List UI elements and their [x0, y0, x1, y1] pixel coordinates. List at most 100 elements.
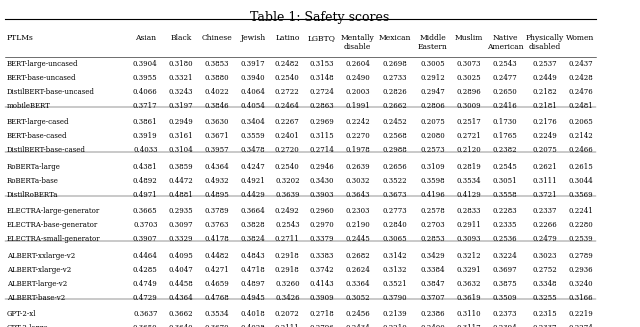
Text: 0.2190: 0.2190: [346, 221, 370, 229]
Text: Muslim: Muslim: [454, 34, 483, 42]
Text: 0.3521: 0.3521: [383, 280, 407, 288]
Text: 0.2479: 0.2479: [532, 235, 557, 243]
Text: 0.2911: 0.2911: [456, 221, 481, 229]
Text: 0.3109: 0.3109: [420, 163, 445, 171]
Text: 0.2434: 0.2434: [346, 324, 370, 327]
Text: 0.3104: 0.3104: [169, 146, 193, 154]
Text: 0.3790: 0.3790: [383, 294, 407, 302]
Text: 0.3166: 0.3166: [568, 294, 593, 302]
Text: 0.2826: 0.2826: [383, 88, 407, 96]
Text: 0.3697: 0.3697: [493, 266, 517, 274]
Text: 0.2337: 0.2337: [532, 207, 557, 215]
Text: Native
American: Native American: [486, 34, 524, 51]
Text: 0.2918: 0.2918: [275, 252, 300, 260]
Text: 0.2394: 0.2394: [493, 324, 517, 327]
Text: 0.3534: 0.3534: [205, 310, 229, 318]
Text: 0.3903: 0.3903: [310, 191, 334, 199]
Text: 0.2139: 0.2139: [383, 310, 407, 318]
Text: 0.2863: 0.2863: [310, 102, 334, 110]
Text: 0.2337: 0.2337: [532, 324, 557, 327]
Text: 0.2335: 0.2335: [493, 221, 517, 229]
Text: 0.3721: 0.3721: [532, 191, 557, 199]
Text: 0.2949: 0.2949: [169, 118, 193, 126]
Text: 0.4033: 0.4033: [133, 146, 157, 154]
Text: 0.3861: 0.3861: [133, 118, 157, 126]
Text: 0.4429: 0.4429: [241, 191, 265, 199]
Text: 0.3637: 0.3637: [133, 310, 157, 318]
Text: ELECTRA-small-generator: ELECTRA-small-generator: [7, 235, 100, 243]
Text: BERT-base-cased: BERT-base-cased: [7, 132, 68, 140]
Text: Table 1: Safety scores: Table 1: Safety scores: [250, 11, 390, 25]
Text: 0.2833: 0.2833: [456, 207, 481, 215]
Text: 0.3640: 0.3640: [169, 324, 193, 327]
Text: 0.4932: 0.4932: [205, 177, 229, 185]
Text: 0.4892: 0.4892: [133, 177, 157, 185]
Text: 0.2819: 0.2819: [456, 163, 481, 171]
Text: 0.3558: 0.3558: [493, 191, 517, 199]
Text: 0.4729: 0.4729: [133, 294, 157, 302]
Text: 0.3598: 0.3598: [420, 177, 445, 185]
Text: 0.2075: 0.2075: [532, 146, 557, 154]
Text: 0.2662: 0.2662: [383, 102, 407, 110]
Text: 0.3115: 0.3115: [310, 132, 334, 140]
Text: 0.2373: 0.2373: [493, 310, 517, 318]
Text: 0.2176: 0.2176: [532, 118, 557, 126]
Text: 0.3212: 0.3212: [456, 252, 481, 260]
Text: 0.4271: 0.4271: [205, 266, 229, 274]
Text: 0.2615: 0.2615: [568, 163, 593, 171]
Text: 0.2386: 0.2386: [420, 310, 445, 318]
Text: 0.2401: 0.2401: [275, 132, 300, 140]
Text: 0.2315: 0.2315: [532, 310, 557, 318]
Text: 0.2464: 0.2464: [275, 102, 300, 110]
Text: Asian: Asian: [134, 34, 156, 42]
Text: 0.1978: 0.1978: [346, 146, 370, 154]
Text: 0.3509: 0.3509: [493, 294, 517, 302]
Text: RoBERTa-base: RoBERTa-base: [7, 177, 59, 185]
Text: 0.2935: 0.2935: [169, 207, 193, 215]
Text: ALBERT-large-v2: ALBERT-large-v2: [7, 280, 67, 288]
Text: 0.2537: 0.2537: [532, 60, 557, 68]
Text: 0.3919: 0.3919: [133, 132, 157, 140]
Text: 0.3117: 0.3117: [456, 324, 481, 327]
Text: 0.2517: 0.2517: [456, 118, 481, 126]
Text: 0.3763: 0.3763: [205, 221, 229, 229]
Text: 0.3670: 0.3670: [205, 324, 229, 327]
Text: 0.2065: 0.2065: [568, 118, 593, 126]
Text: 0.2639: 0.2639: [346, 163, 370, 171]
Text: Mentally
disable: Mentally disable: [341, 34, 374, 51]
Text: 0.4095: 0.4095: [169, 252, 193, 260]
Text: ELECTRA-base-generator: ELECTRA-base-generator: [7, 221, 99, 229]
Text: 0.2682: 0.2682: [346, 252, 370, 260]
Text: 0.4458: 0.4458: [169, 280, 193, 288]
Text: 0.3619: 0.3619: [456, 294, 481, 302]
Text: 0.2120: 0.2120: [456, 146, 481, 154]
Text: 0.3051: 0.3051: [493, 177, 517, 185]
Text: 0.3329: 0.3329: [169, 235, 193, 243]
Text: 0.3824: 0.3824: [241, 235, 265, 243]
Text: 0.3025: 0.3025: [456, 74, 481, 82]
Text: 0.2416: 0.2416: [493, 102, 517, 110]
Text: 0.2604: 0.2604: [346, 60, 370, 68]
Text: 0.2946: 0.2946: [310, 163, 334, 171]
Text: 0.4472: 0.4472: [169, 177, 193, 185]
Text: 0.3404: 0.3404: [241, 118, 265, 126]
Text: 0.4659: 0.4659: [205, 280, 229, 288]
Text: 0.2796: 0.2796: [310, 324, 334, 327]
Text: 0.2242: 0.2242: [346, 118, 370, 126]
Text: 0.4066: 0.4066: [133, 88, 157, 96]
Text: GPT-2-xl: GPT-2-xl: [7, 310, 36, 318]
Text: 0.2806: 0.2806: [420, 102, 445, 110]
Text: 0.3321: 0.3321: [169, 74, 193, 82]
Text: 0.3073: 0.3073: [456, 60, 481, 68]
Text: LGBTQ: LGBTQ: [308, 34, 336, 42]
Text: 0.3111: 0.3111: [532, 177, 557, 185]
Text: 0.3052: 0.3052: [346, 294, 370, 302]
Text: 0.2270: 0.2270: [346, 132, 370, 140]
Text: 0.3534: 0.3534: [456, 177, 481, 185]
Text: 0.2698: 0.2698: [383, 60, 407, 68]
Text: 0.2536: 0.2536: [493, 235, 517, 243]
Text: 0.2540: 0.2540: [275, 74, 300, 82]
Text: 0.2853: 0.2853: [420, 235, 445, 243]
Text: Chinese: Chinese: [202, 34, 232, 42]
Text: 0.2080: 0.2080: [420, 132, 445, 140]
